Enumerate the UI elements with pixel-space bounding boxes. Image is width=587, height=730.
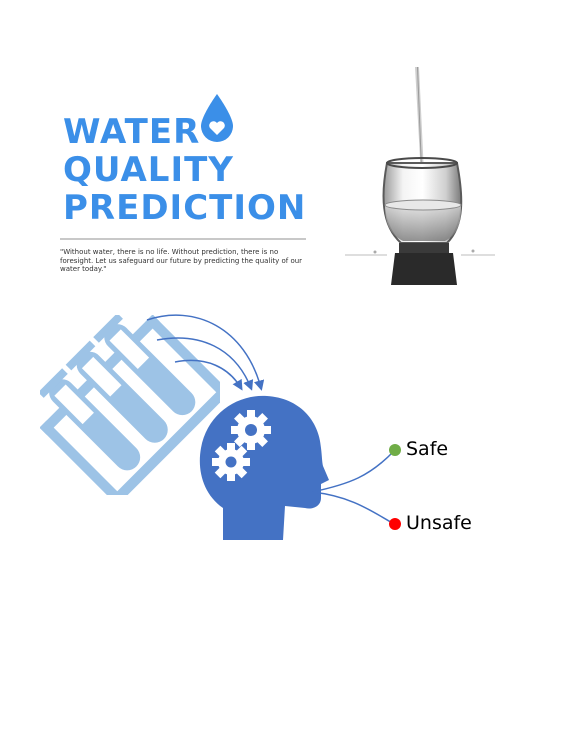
data-flow-arrows xyxy=(146,314,265,391)
divider-rule xyxy=(60,238,306,240)
water-glass-image xyxy=(345,67,495,285)
safe-dot xyxy=(389,444,401,456)
title-line-water: WATER xyxy=(63,112,201,152)
unsafe-dot xyxy=(389,518,401,530)
title-line-prediction: PREDICTION xyxy=(63,188,307,228)
outcome-label-safe: Safe xyxy=(406,438,449,460)
outcome-label-unsafe: Unsafe xyxy=(406,512,472,534)
water-drop-heart-icon xyxy=(201,94,233,142)
head-gears-icon xyxy=(199,395,329,540)
test-tube-rack-icon xyxy=(40,315,220,495)
quote-text: "Without water, there is no life. Withou… xyxy=(60,248,303,273)
outcome-branches xyxy=(311,444,401,530)
title-line-quality: QUALITY xyxy=(63,150,234,190)
